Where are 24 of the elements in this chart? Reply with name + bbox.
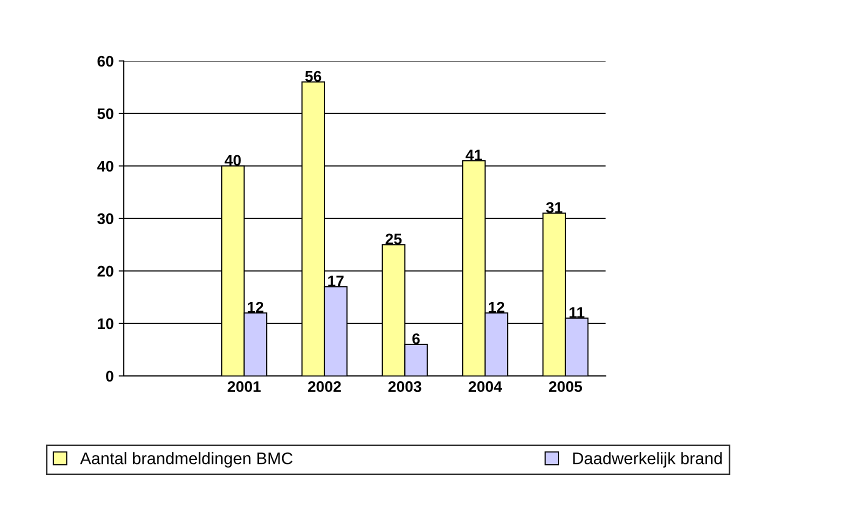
x-tick-label: 2005	[549, 381, 582, 392]
y-tick-label: 60	[98, 56, 114, 67]
data-label: 25	[386, 234, 402, 244]
legend-label: Aantal brandmeldingen BMC	[80, 452, 293, 468]
y-tick-label: 10	[98, 318, 114, 330]
data-label: 56	[305, 70, 322, 82]
y-tick-label: 40	[97, 160, 114, 172]
x-tick-label: 2004	[468, 381, 502, 392]
y-tick-label: 50	[97, 108, 114, 120]
data-label: 12	[248, 302, 264, 313]
data-label: 6	[412, 333, 420, 344]
data-label: 41	[466, 150, 482, 160]
y-tick-label: 0	[106, 370, 114, 382]
x-tick-label: 2003	[388, 381, 422, 392]
data-label: 11	[570, 307, 584, 318]
data-label: 31	[546, 202, 562, 213]
data-label: 40	[224, 154, 241, 166]
x-tick-label: 2001	[228, 381, 261, 392]
x-tick-label: 2002	[308, 381, 341, 392]
y-tick-label: 20	[98, 266, 114, 277]
y-tick-label: 30	[97, 213, 114, 224]
legend-label: Daadwerkelijk brand	[573, 452, 722, 468]
data-label: 12	[488, 302, 504, 313]
data-label: 17	[328, 276, 344, 286]
